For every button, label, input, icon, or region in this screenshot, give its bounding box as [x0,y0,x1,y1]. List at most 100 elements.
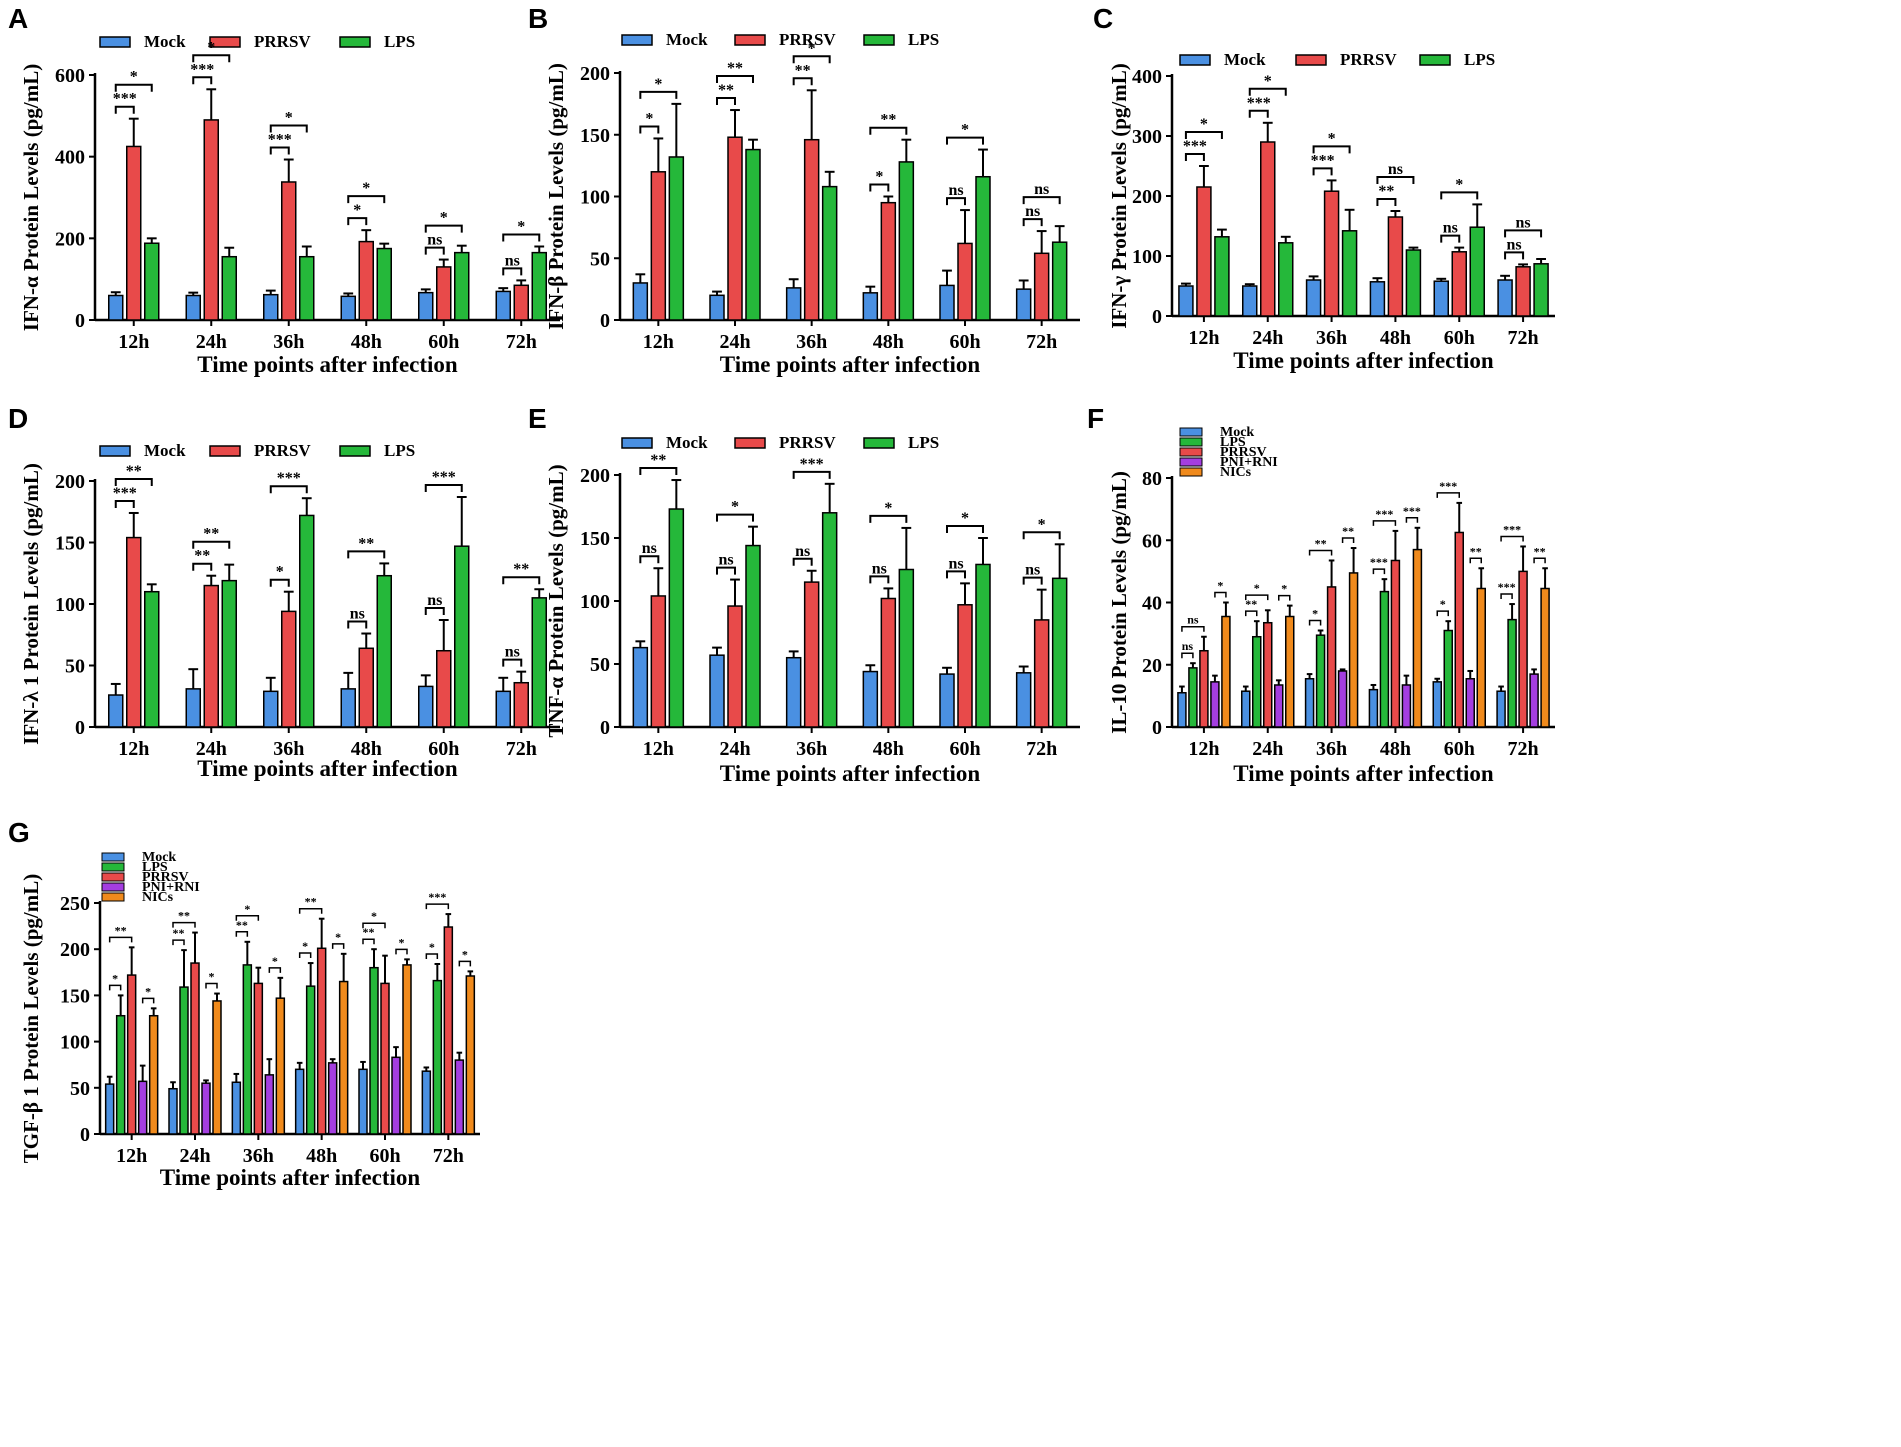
significance-bracket [1312,167,1333,176]
significance-bracket [347,217,368,226]
y-axis-label: IFN-λ 1 Protein Levels (pg/mL) [19,463,43,745]
bar [1529,673,1539,728]
significance-bracket [1308,619,1322,626]
significance-label: *** [277,470,301,487]
legend-label: PRRSV [1220,445,1267,460]
bar [203,584,219,728]
significance-bracket [108,936,133,943]
bar [231,1081,242,1135]
bar [1241,690,1251,728]
significance-label: * [429,940,435,954]
x-tick-label: 60h [428,738,459,760]
bar [668,508,685,728]
significance-label: * [276,564,284,581]
x-axis-label: Time points after infection [1233,761,1494,786]
legend: Mock PRRSV LPS [621,30,939,49]
significance-label: ** [1534,544,1546,558]
bar [264,1074,275,1135]
bar [1390,559,1401,728]
y-tick-label: 50 [590,654,610,676]
legend-label: PNI+RNI [1220,455,1278,470]
x-tick-label: 48h [1380,327,1411,349]
bar [108,294,124,321]
significance-label: *** [113,485,137,502]
bar [1433,280,1449,317]
x-axis-label: Time points after infection [720,352,981,377]
bar [1285,615,1295,728]
significance-bracket [141,997,155,1004]
bar [299,255,315,321]
significance-label: ** [126,463,142,480]
significance-label: ** [880,112,896,129]
legend-swatch [1179,54,1211,66]
significance-bracket [639,125,660,134]
significance-label: * [645,110,653,127]
legend-label: NICs [142,890,174,905]
significance-bracket [502,233,541,242]
significance-label: ns [1516,214,1531,231]
bar [358,1068,368,1135]
bar [454,545,470,728]
panel-a: A Mock PRRSV LPS 0 200 400 600 12h 24h 36h 48h 60h 72… [8,3,560,377]
significance-bracket [502,658,523,667]
bar [1387,216,1404,317]
significance-label: *** [428,890,446,904]
significance-bracket [1248,109,1269,118]
x-tick-label: 48h [873,738,904,760]
legend-swatch [101,862,125,872]
legend-swatch [339,36,371,48]
bar [263,690,279,728]
bar [1323,190,1340,317]
y-tick-label: 150 [55,533,85,555]
significance-label: ns [948,182,963,199]
bar [221,579,237,728]
bar [1315,634,1326,728]
bar [340,688,356,728]
significance-label: * [440,210,448,227]
significance-bracket [362,922,386,929]
legend-label: LPS [142,860,168,875]
significance-label: *** [268,132,292,149]
x-tick-label: 72h [1026,331,1057,353]
bar [803,581,820,728]
y-tick-label: 200 [580,63,610,85]
significance-label: *** [1375,507,1393,521]
y-tick-label: 0 [75,310,85,332]
panel-letter: G [8,817,30,848]
bar [1263,621,1273,728]
significance-bracket [1405,517,1419,523]
panel-letter: D [8,403,28,434]
significance-bracket [347,195,386,204]
significance-bracket [946,197,966,206]
y-tick-label: 50 [65,656,85,678]
significance-label: * [302,939,308,953]
legend-swatch [1419,54,1451,66]
x-tick-label: 48h [873,331,904,353]
significance-label: * [884,500,892,517]
significance-bracket [1245,594,1269,601]
bar [443,926,454,1135]
bar [785,656,802,728]
bar [465,975,476,1135]
legend: Mock PRRSV LPS [99,32,415,51]
bar [513,681,529,728]
bar [137,1080,148,1135]
legend-label: Mock [666,30,708,49]
significance-label: ** [194,548,210,565]
legend-label: PNI+RNI [142,880,200,895]
bar [281,610,297,728]
bar [650,595,667,728]
significance-bracket [114,83,153,92]
significance-label: ** [718,82,734,99]
bar [418,685,434,728]
bar [513,284,529,321]
bar [305,985,316,1135]
bar [1518,570,1528,728]
legend: Mock PRRSV LPS [99,441,415,460]
bar [1465,678,1475,728]
bar [1033,619,1050,728]
x-tick-label: 60h [1444,738,1475,760]
significance-bracket [792,470,831,479]
bar [454,251,470,321]
legend-label: LPS [908,433,939,452]
